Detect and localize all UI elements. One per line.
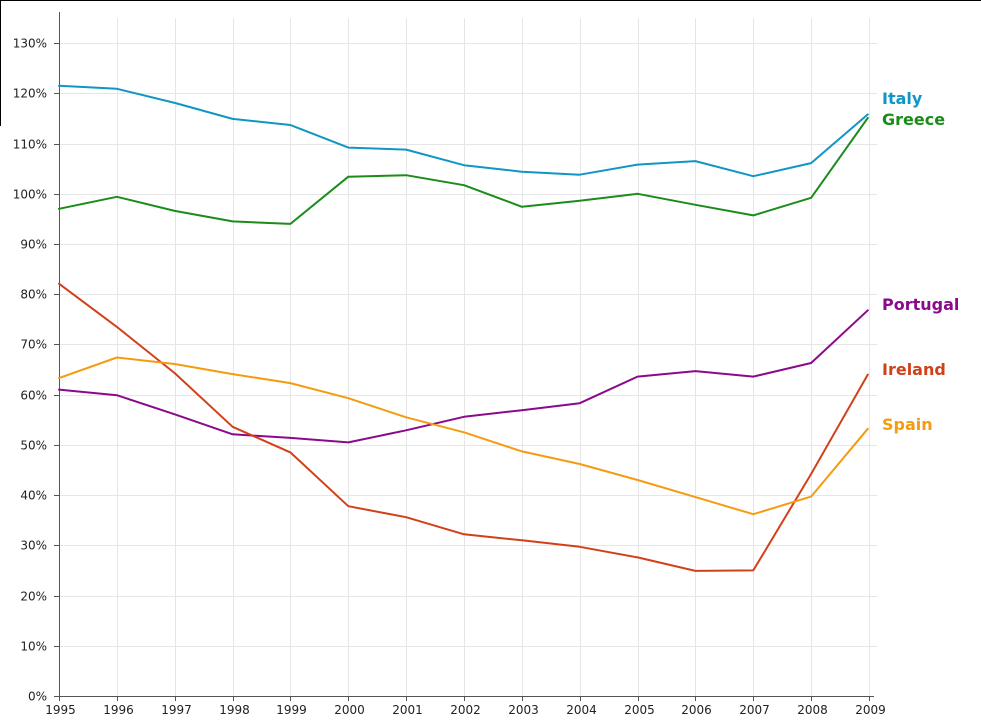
x-tick-label: 1998 bbox=[219, 703, 250, 717]
series-line-italy bbox=[58, 84, 869, 178]
x-tick-label: 2003 bbox=[508, 703, 539, 717]
series-line-greece bbox=[58, 116, 869, 225]
x-tick-label: 2004 bbox=[566, 703, 597, 717]
x-tick-label: 2000 bbox=[334, 703, 365, 717]
series-label-ireland: Ireland bbox=[882, 360, 946, 379]
series-label-italy: Italy bbox=[882, 89, 923, 108]
y-tick-label: 30% bbox=[20, 539, 47, 553]
series-line-spain bbox=[58, 356, 869, 516]
frame-edges bbox=[0, 0, 981, 126]
series-lines bbox=[58, 84, 869, 572]
y-tick-label: 80% bbox=[20, 288, 47, 302]
y-tick-label: 90% bbox=[20, 238, 47, 252]
x-tick-label: 2008 bbox=[797, 703, 828, 717]
series-label-portugal: Portugal bbox=[882, 295, 959, 314]
x-tick-label: 1996 bbox=[103, 703, 134, 717]
x-tick-label: 2009 bbox=[855, 703, 886, 717]
axes: 0% 10% 20% 30% 40% 50% 60% 70% 80% 90% 100% 110% 120… bbox=[13, 12, 886, 717]
y-tick-label: 0% bbox=[28, 690, 47, 704]
y-tick-label: 120% bbox=[13, 87, 47, 101]
series-labels: Italy Greece Portugal Ireland Spain bbox=[882, 89, 959, 434]
series-line-ireland bbox=[58, 282, 869, 572]
x-tick-label: 2002 bbox=[450, 703, 481, 717]
x-tick-label: 1997 bbox=[161, 703, 192, 717]
y-tick-label: 50% bbox=[20, 439, 47, 453]
y-tick-label: 70% bbox=[20, 338, 47, 352]
series-label-spain: Spain bbox=[882, 415, 933, 434]
y-tick-label: 60% bbox=[20, 389, 47, 403]
x-tick-label: 1999 bbox=[276, 703, 307, 717]
y-tick-label: 110% bbox=[13, 138, 47, 152]
gridlines bbox=[59, 18, 877, 696]
x-tick-label: 2005 bbox=[624, 703, 655, 717]
x-tick-label: 2001 bbox=[392, 703, 423, 717]
y-tick-label: 130% bbox=[13, 37, 47, 51]
x-tick-label: 2006 bbox=[681, 703, 712, 717]
x-tick-label: 2007 bbox=[739, 703, 770, 717]
series-label-greece: Greece bbox=[882, 110, 945, 129]
y-tick-label: 20% bbox=[20, 590, 47, 604]
x-tick-label: 1995 bbox=[45, 703, 76, 717]
y-tick-label: 100% bbox=[13, 188, 47, 202]
y-tick-label: 40% bbox=[20, 489, 47, 503]
series-line-portugal bbox=[58, 309, 869, 444]
y-tick-label: 10% bbox=[20, 640, 47, 654]
